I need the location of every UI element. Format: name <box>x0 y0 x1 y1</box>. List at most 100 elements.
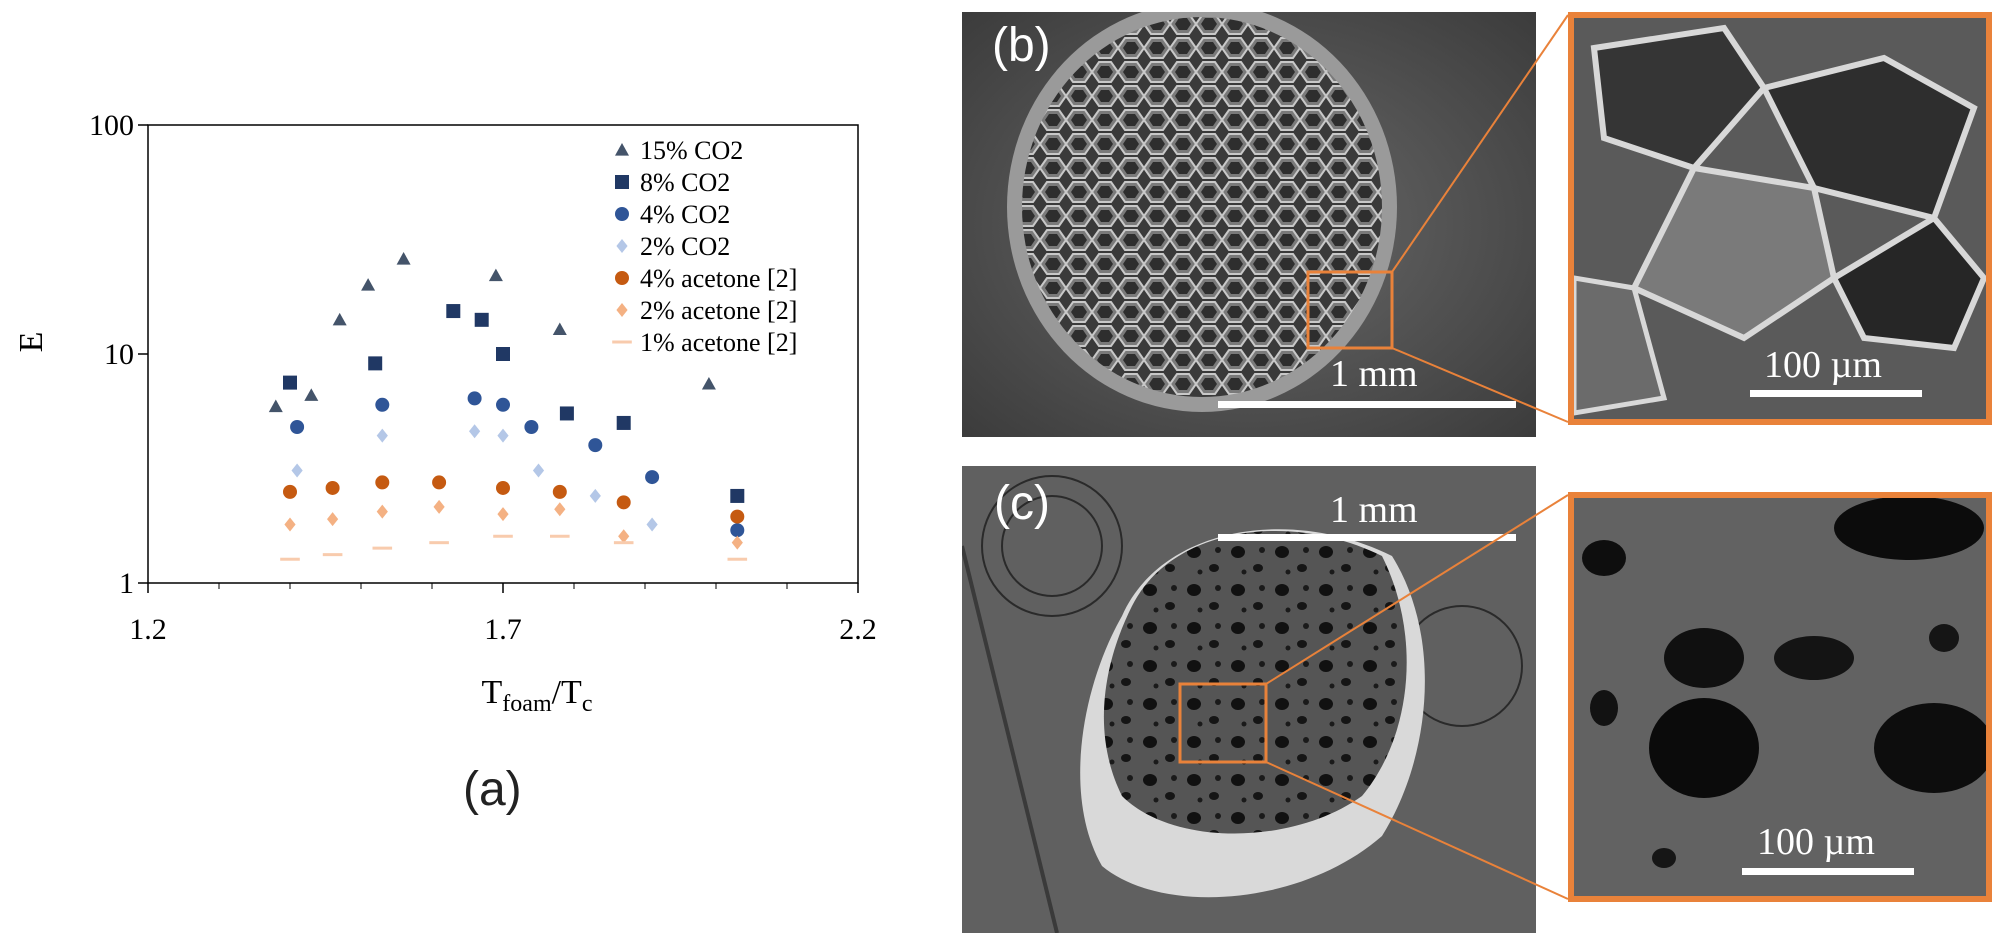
x-axis-label: Tfoam/Tc <box>482 674 593 717</box>
data-point <box>429 541 449 545</box>
x-axis-label-sub2: c <box>582 691 593 717</box>
data-point <box>496 397 510 412</box>
foam-cells-zoom-b <box>1574 18 1986 419</box>
y-tick-label: 100 <box>89 109 134 142</box>
zoom-image-c: 100 µm <box>1568 492 1992 902</box>
scale-bar-zoom-c <box>1742 868 1914 875</box>
data-point <box>433 499 445 514</box>
data-point <box>731 535 743 550</box>
data-point <box>283 375 297 390</box>
data-point <box>589 488 601 503</box>
data-point <box>375 397 390 412</box>
x-tick-label: 1.7 <box>484 613 522 646</box>
legend-label: 4% acetone [2] <box>640 264 797 293</box>
data-point <box>280 557 300 561</box>
data-point <box>291 463 303 478</box>
data-point <box>616 495 631 510</box>
y-tick-label: 10 <box>104 338 134 371</box>
data-point <box>376 504 388 519</box>
data-point <box>554 502 566 517</box>
data-point <box>613 541 634 545</box>
y-tick-label: 1 <box>119 567 134 600</box>
axis-ticks: 1.2 1.7 2.2 1 10 100 <box>89 109 877 646</box>
legend-marker <box>615 143 629 156</box>
sem-image-b: (b) 1 mm <box>962 12 1536 437</box>
data-point <box>268 399 283 413</box>
data-point <box>283 484 297 499</box>
sem-image-c: (c) 1 mm <box>962 466 1536 933</box>
data-point <box>327 512 339 527</box>
data-point <box>284 517 296 532</box>
data-point <box>550 534 570 538</box>
data-point <box>730 488 745 503</box>
data-point <box>372 546 393 550</box>
scale-bar-zoom-b <box>1750 390 1922 397</box>
data-point <box>588 438 603 453</box>
data-point <box>524 419 539 434</box>
x-axis-label-main: T <box>482 674 503 711</box>
data-point <box>474 312 489 327</box>
scale-label-b: 1 mm <box>1330 353 1418 395</box>
y-axis-label: E <box>13 332 50 353</box>
x-axis-label-mid: /T <box>552 674 582 711</box>
legend-label: 8% CO2 <box>640 168 730 197</box>
data-point <box>375 475 390 490</box>
legend-marker <box>616 239 628 253</box>
data-point <box>304 388 319 401</box>
data-point <box>361 278 376 291</box>
x-tick-label: 1.2 <box>129 613 167 646</box>
data-point <box>496 347 510 361</box>
legend-label: 4% CO2 <box>640 200 730 229</box>
data-point <box>618 529 630 544</box>
data-point <box>552 322 567 336</box>
data-point <box>532 463 545 478</box>
data-point <box>488 268 503 282</box>
legend-marker <box>615 175 629 189</box>
scale-label-zoom-c: 100 µm <box>1757 821 1875 863</box>
scatter-chart: 1.2 1.7 2.2 1 10 100 15% CO2 8% CO2 4% CO2 2% CO… <box>13 109 877 717</box>
data-point <box>552 484 567 499</box>
panel-c-label: (c) <box>994 477 1050 530</box>
data-point <box>290 419 305 434</box>
legend: 15% CO2 8% CO2 4% CO2 2% CO2 4% acetone [2] 2… <box>612 136 797 357</box>
data-point <box>446 304 461 319</box>
legend-marker <box>615 271 629 285</box>
pores-zoom-c <box>1574 498 1986 896</box>
data-point <box>701 376 716 390</box>
panel-b-label: (b) <box>992 19 1051 72</box>
zoom-image-b: 100 µm <box>1568 12 1992 425</box>
data-point <box>469 424 481 439</box>
scale-bar-c <box>1218 534 1516 541</box>
data-point <box>497 428 509 443</box>
data-point <box>322 553 343 557</box>
data-point <box>325 480 340 495</box>
data-points <box>268 251 748 561</box>
data-point <box>332 312 347 326</box>
scale-label-c: 1 mm <box>1330 489 1418 531</box>
data-point <box>368 356 383 371</box>
data-point <box>432 475 447 490</box>
data-point <box>396 251 411 265</box>
data-point <box>727 557 748 561</box>
zoom-region-c <box>1178 682 1268 764</box>
legend-marker <box>616 303 628 317</box>
data-point <box>616 415 631 430</box>
panel-a-label: (a) <box>463 763 522 816</box>
x-axis-label-sub1: foam <box>502 691 552 717</box>
foam-cross-section-b <box>962 12 1536 437</box>
legend-marker <box>615 207 629 221</box>
scale-label-zoom-b: 100 µm <box>1764 344 1882 386</box>
data-point <box>646 517 658 532</box>
data-point <box>645 470 660 485</box>
x-tick-label: 2.2 <box>839 613 877 646</box>
legend-label: 1% acetone [2] <box>640 328 797 357</box>
data-point <box>730 509 745 524</box>
legend-label: 15% CO2 <box>640 136 743 165</box>
legend-label: 2% acetone [2] <box>640 296 797 325</box>
data-point <box>496 480 510 495</box>
data-point <box>730 523 745 538</box>
scale-bar-b <box>1218 401 1516 408</box>
data-point <box>493 534 513 538</box>
data-point <box>497 507 509 522</box>
data-point <box>559 406 574 421</box>
